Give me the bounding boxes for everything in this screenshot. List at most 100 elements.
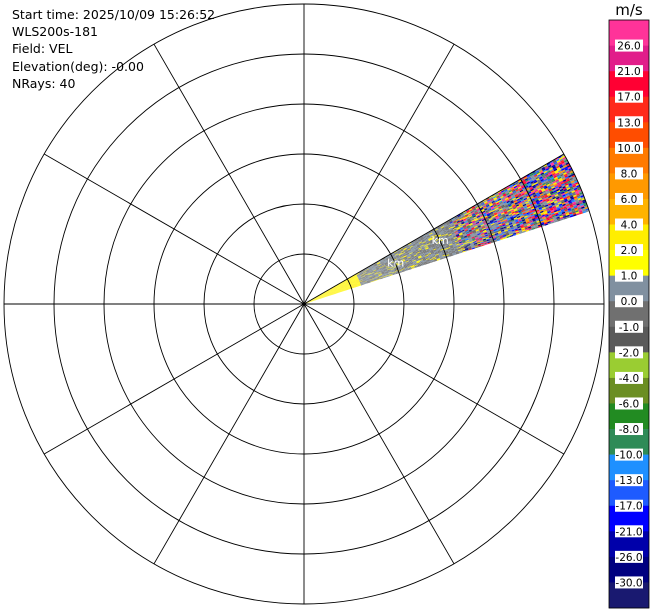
velocity-gate xyxy=(398,252,402,255)
velocity-gate xyxy=(501,222,506,225)
velocity-gate xyxy=(383,269,388,271)
velocity-gate xyxy=(459,226,464,229)
velocity-gate xyxy=(455,241,459,244)
velocity-gate xyxy=(556,188,560,192)
velocity-gate xyxy=(388,256,393,259)
velocity-gate xyxy=(556,180,560,184)
velocity-gate xyxy=(324,291,328,294)
velocity-gate xyxy=(401,258,405,261)
velocity-gate xyxy=(551,178,555,181)
velocity-gate xyxy=(389,266,394,268)
velocity-gate xyxy=(342,281,346,284)
velocity-gate xyxy=(571,181,576,185)
velocity-gate xyxy=(390,260,395,262)
velocity-gate xyxy=(327,290,331,292)
velocity-gate xyxy=(494,215,499,218)
velocity-gate xyxy=(359,271,363,274)
velocity-gate xyxy=(345,280,349,283)
velocity-gate xyxy=(310,300,314,302)
velocity-gate xyxy=(545,181,549,184)
velocity-gate xyxy=(464,214,469,217)
velocity-gate xyxy=(495,224,499,227)
velocity-gate xyxy=(435,237,439,240)
velocity-gate xyxy=(409,252,413,255)
velocity-gate xyxy=(379,259,383,262)
velocity-gate xyxy=(462,241,467,244)
velocity-gate xyxy=(493,203,497,207)
velocity-gate xyxy=(345,280,349,283)
velocity-gate xyxy=(388,255,392,258)
colorbar-tick-label: 8.0 xyxy=(621,168,638,180)
velocity-gate xyxy=(367,266,371,269)
velocity-gate xyxy=(419,258,423,261)
velocity-gate xyxy=(310,300,314,302)
velocity-gate xyxy=(450,222,454,225)
velocity-gate xyxy=(423,235,427,238)
velocity-gate xyxy=(543,164,548,167)
velocity-gate xyxy=(397,267,402,270)
velocity-gate xyxy=(380,269,384,271)
velocity-gate xyxy=(535,183,539,186)
velocity-gate xyxy=(340,287,345,289)
velocity-gate xyxy=(411,257,415,260)
velocity-gate xyxy=(400,258,405,261)
velocity-gate xyxy=(493,204,498,208)
velocity-gate xyxy=(523,190,528,194)
velocity-gate xyxy=(334,290,339,292)
velocity-gate xyxy=(349,281,353,283)
velocity-gate xyxy=(543,170,548,174)
velocity-gate xyxy=(432,239,437,242)
velocity-gate xyxy=(328,292,332,294)
velocity-gate xyxy=(542,207,546,210)
velocity-gate xyxy=(424,246,429,249)
velocity-gate xyxy=(359,280,363,282)
velocity-gate xyxy=(372,276,376,279)
velocity-gate xyxy=(572,184,577,188)
velocity-gate xyxy=(559,196,564,200)
velocity-gate xyxy=(341,288,345,290)
velocity-gate xyxy=(462,241,466,244)
velocity-gate xyxy=(318,295,322,297)
velocity-gate xyxy=(482,212,487,216)
velocity-gate xyxy=(346,283,350,286)
velocity-gate xyxy=(565,186,570,189)
velocity-gate xyxy=(460,227,464,231)
velocity-gate xyxy=(425,255,429,258)
velocity-gate xyxy=(546,199,550,202)
velocity-gate xyxy=(530,188,534,192)
velocity-gate xyxy=(501,198,506,202)
velocity-gate xyxy=(480,223,484,226)
velocity-gate xyxy=(410,246,414,249)
velocity-gate xyxy=(562,156,567,160)
velocity-gate xyxy=(325,293,329,296)
velocity-gate xyxy=(484,232,488,235)
velocity-gate xyxy=(500,202,504,206)
velocity-gate xyxy=(459,225,463,228)
velocity-gate xyxy=(319,295,323,297)
velocity-gate xyxy=(484,201,489,205)
velocity-gate xyxy=(449,229,454,232)
velocity-gate xyxy=(543,178,548,182)
velocity-gate xyxy=(432,247,436,250)
velocity-gate xyxy=(496,218,500,221)
velocity-gate xyxy=(470,234,475,237)
velocity-gate xyxy=(490,205,494,208)
velocity-gate xyxy=(490,230,494,233)
velocity-gate xyxy=(334,289,338,292)
velocity-gate xyxy=(424,237,428,241)
velocity-gate xyxy=(497,205,502,208)
velocity-gate xyxy=(527,206,531,209)
velocity-gate xyxy=(313,298,317,300)
velocity-gate xyxy=(468,237,472,240)
velocity-gate xyxy=(461,229,465,232)
velocity-gate xyxy=(448,232,452,236)
velocity-gate xyxy=(522,188,527,191)
velocity-gate xyxy=(318,295,322,297)
velocity-gate xyxy=(499,226,504,229)
velocity-gate xyxy=(400,264,404,267)
velocity-gate xyxy=(519,182,524,186)
velocity-gate xyxy=(331,290,335,292)
velocity-gate xyxy=(407,247,411,250)
velocity-gate xyxy=(421,247,425,250)
velocity-gate xyxy=(334,288,338,291)
